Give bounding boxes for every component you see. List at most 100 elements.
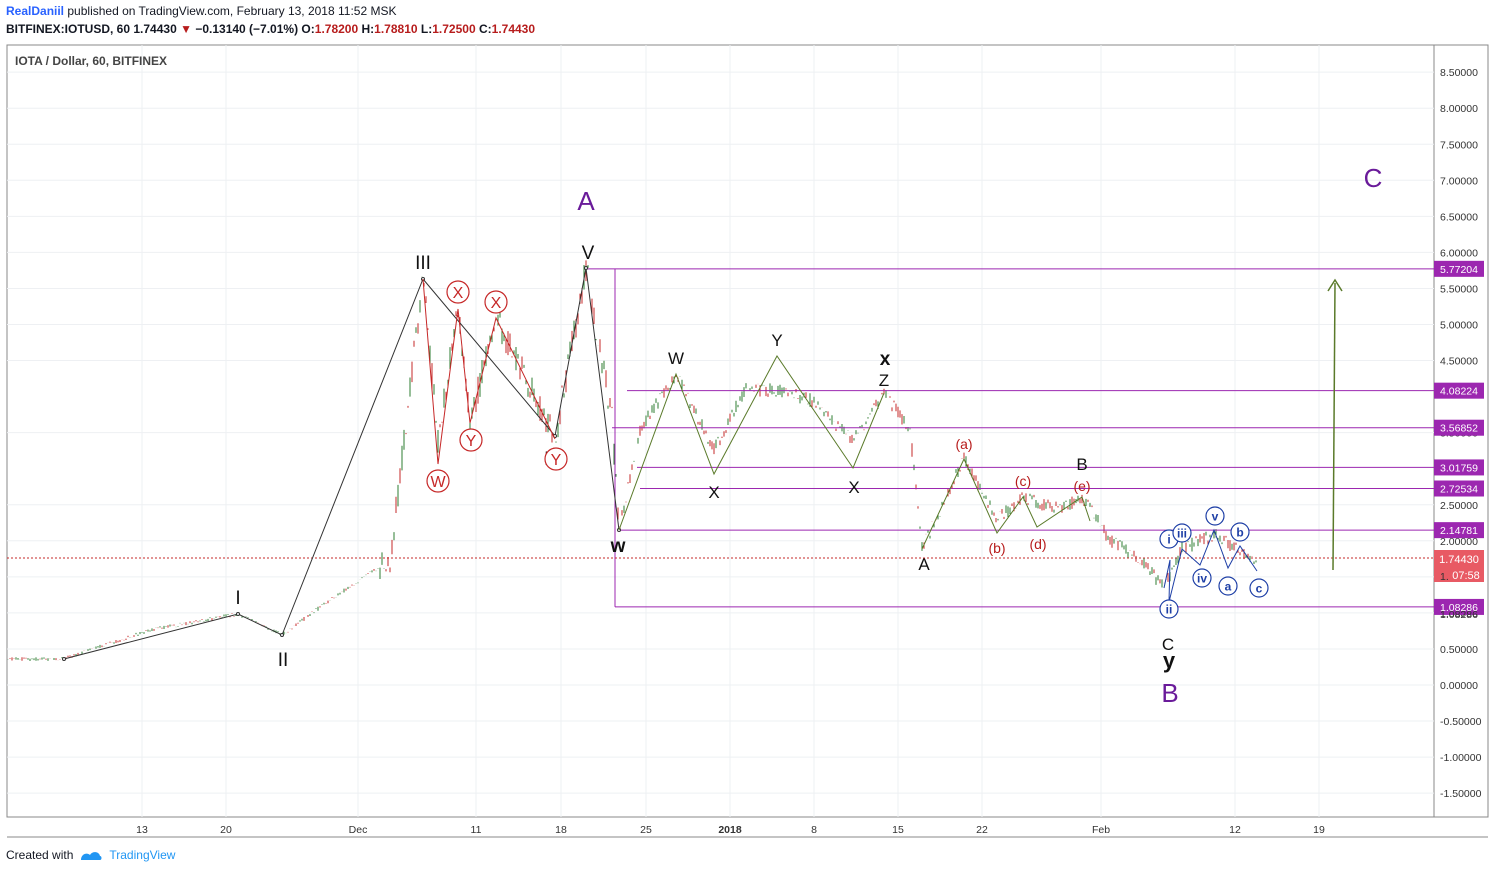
countdown: 07:58 <box>1452 570 1480 582</box>
level-tag-label: 2.14781 <box>1440 525 1478 537</box>
x-tick-label: 22 <box>976 824 988 836</box>
circled-label: Y <box>544 447 568 471</box>
wave-label: w <box>610 536 626 557</box>
circled-label: c <box>1249 578 1269 598</box>
level-tag <box>1434 598 1484 615</box>
circled-label: b <box>1230 522 1250 542</box>
wave-label: Z <box>879 371 889 390</box>
plot-area <box>6 44 1435 818</box>
wave-label: C <box>1364 163 1383 193</box>
tradingview-link[interactable]: TradingView <box>109 848 176 862</box>
x-tick-label: 19 <box>1313 824 1325 836</box>
x-tick-label: Feb <box>1092 824 1110 836</box>
wave-label: I <box>235 588 240 609</box>
low-label: L: <box>420 22 433 36</box>
level-tag <box>1434 522 1484 539</box>
price-change: −0.13140 (−7.01%) <box>195 22 299 36</box>
circled-label: a <box>1218 576 1238 596</box>
circled-label: v <box>1205 506 1225 526</box>
y-tick-label: -0.50000 <box>1440 716 1482 728</box>
y-tick-label: -1.50000 <box>1440 788 1482 800</box>
circled-label: ii <box>1159 599 1179 619</box>
low-value: 1.72500 <box>432 22 476 36</box>
level-tag-label: 1.08286 <box>1440 602 1478 614</box>
labels-black: I II III IV V W X Y X Z x w A B C y <box>235 243 1176 673</box>
wave-label: A <box>918 555 930 574</box>
wave-label: A <box>577 186 595 216</box>
y-tick-label: 2.00000 <box>1440 536 1478 548</box>
wave-lines-red <box>422 278 556 465</box>
svg-text:c: c <box>1256 582 1263 596</box>
svg-text:W: W <box>430 474 446 491</box>
high-value: 1.78810 <box>374 22 418 36</box>
level-tag-label: 4.08224 <box>1440 386 1478 398</box>
circled-label: iii <box>1172 523 1192 543</box>
level-tag-label: 3.56852 <box>1440 423 1478 435</box>
svg-text:v: v <box>1212 510 1219 524</box>
last-price-tag-value: 1.74430 <box>1439 554 1479 566</box>
publish-line: RealDaniil published on TradingView.com,… <box>6 4 396 18</box>
y-tick-label: 5.00000 <box>1440 320 1478 332</box>
level-tag-label: 3.01759 <box>1440 462 1478 474</box>
high-label: H: <box>361 22 375 36</box>
level-tag-label: 5.77204 <box>1440 264 1478 276</box>
level-tag <box>1434 382 1484 399</box>
wave-label: (d) <box>1029 536 1046 552</box>
wave-label: (e) <box>1073 478 1090 494</box>
svg-text:X: X <box>453 285 464 302</box>
tradingview-logo-icon[interactable] <box>79 848 103 862</box>
wave-label: C <box>1162 635 1174 654</box>
svg-text:Y: Y <box>551 452 562 469</box>
partial-tick-2: 1.08286 <box>1440 609 1478 621</box>
wave-label: X <box>848 478 859 497</box>
wave-label: x <box>880 349 891 370</box>
level-tag-label: 2.72534 <box>1440 484 1478 496</box>
svg-text:iv: iv <box>1197 572 1207 586</box>
labels-red-paren: (a) (b) (c) (d) (e) <box>955 436 1090 556</box>
level-tag <box>1434 480 1484 497</box>
level-tag <box>1434 419 1484 436</box>
circled-label: iv <box>1192 568 1212 588</box>
wave-label: B <box>1076 455 1087 474</box>
svg-text:b: b <box>1236 526 1243 540</box>
y-axis-ticks: 8.50000 8.00000 7.50000 7.00000 6.50000 6.000… <box>1440 67 1482 800</box>
x-tick-label: 13 <box>136 824 148 836</box>
labels-purple: A B C <box>577 163 1382 708</box>
wave-label: Y <box>771 331 782 350</box>
wave-label: (c) <box>1015 473 1031 489</box>
created-with: Created with <box>6 848 74 862</box>
footer: Created with TradingView <box>6 848 175 862</box>
svg-text:Y: Y <box>466 433 477 450</box>
wave-label: W <box>668 349 684 368</box>
open-value: 1.78200 <box>314 22 359 36</box>
wave-label: V <box>582 243 595 264</box>
x-tick-label: 15 <box>892 824 904 836</box>
y-tick-label: 6.50000 <box>1440 211 1478 223</box>
wave-label: X <box>708 483 719 502</box>
publish-info: published on TradingView.com, February 1… <box>67 4 397 18</box>
author-link[interactable]: RealDaniil <box>6 4 65 18</box>
y-tick-label: 0.00000 <box>1440 680 1478 692</box>
wave-lines-green <box>618 355 1091 550</box>
last-price: 1.74430 <box>133 22 177 36</box>
level-tag <box>1434 260 1484 277</box>
wave-label: B <box>1161 678 1178 708</box>
y-tick-label: 7.00000 <box>1440 175 1478 187</box>
target-arrow-head <box>1327 278 1343 292</box>
symbol-line: BITFINEX:IOTUSD, 60 1.74430 ▼ −0.13140 (… <box>6 22 535 36</box>
target-arrow <box>1332 282 1336 571</box>
svg-text:ii: ii <box>1166 603 1173 617</box>
svg-text:a: a <box>1225 580 1232 594</box>
y-tick-label: 0.50000 <box>1440 644 1478 656</box>
x-tick-label: 25 <box>640 824 652 836</box>
x-axis-ticks: 13 20 Dec 11 18 25 2018 8 15 22 Feb 12 19 <box>136 824 1325 836</box>
x-tick-label: 20 <box>220 824 232 836</box>
close-value: 1.74430 <box>491 22 536 36</box>
y-tick-label: 7.50000 <box>1440 139 1478 151</box>
y-tick-label: 4.50000 <box>1440 356 1478 368</box>
circled-label: X <box>484 290 508 314</box>
x-tick-label: 8 <box>811 824 817 836</box>
level-tag <box>1434 459 1484 476</box>
labels-red-circled: W X Y X Y <box>426 280 568 493</box>
